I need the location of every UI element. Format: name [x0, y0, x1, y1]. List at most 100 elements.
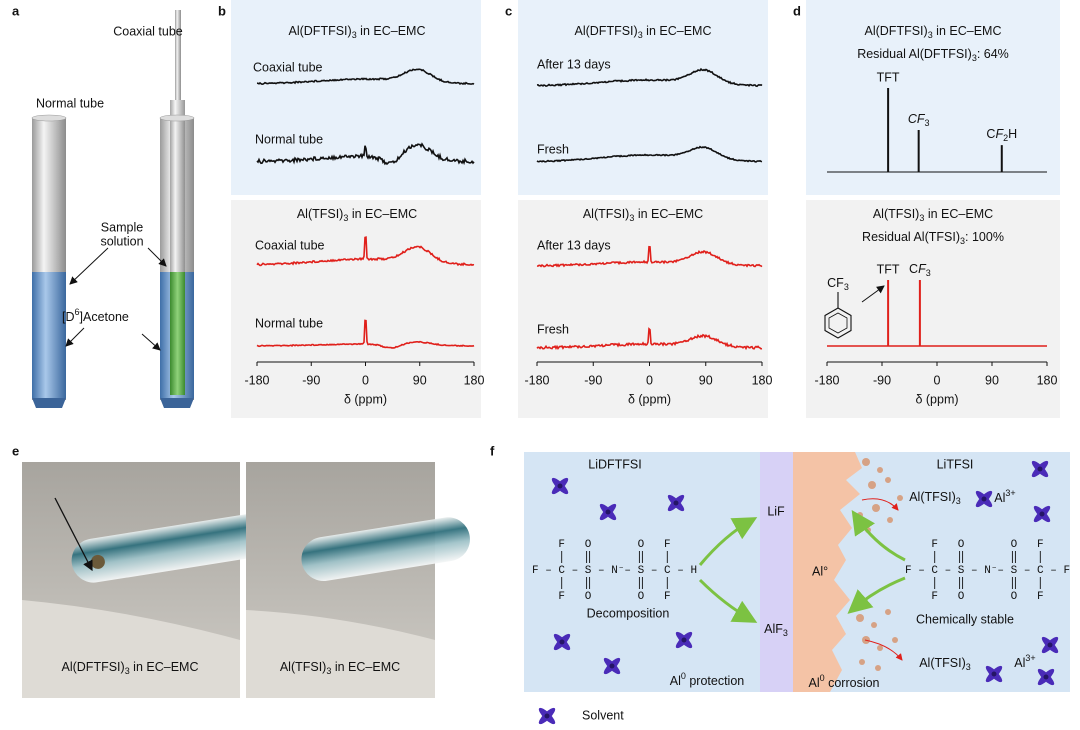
text-part: C — [909, 262, 918, 276]
solvent-icon — [975, 490, 993, 508]
core — [1039, 511, 1045, 517]
spectrum — [256, 68, 475, 86]
trace-label: Normal tube — [255, 132, 323, 146]
text-part: 3 — [352, 30, 357, 40]
label: Al° — [812, 564, 828, 578]
text-part: CF — [827, 276, 844, 290]
label: Al0 corrosion — [808, 673, 879, 690]
text-part: 3 — [783, 628, 788, 638]
text-part: [D — [62, 310, 75, 324]
x-tick-label: 90 — [985, 373, 999, 387]
panel-bg — [518, 0, 768, 195]
solvent-icon — [667, 494, 685, 512]
molecule-row: F – C – S – N⁻– S – C – F — [905, 565, 1070, 577]
x-tick-label: 180 — [752, 373, 773, 387]
arrow — [147, 247, 167, 267]
molecule-row: F O O F — [532, 539, 671, 551]
panel-label: f — [490, 443, 495, 458]
core — [681, 637, 687, 643]
core — [1037, 466, 1043, 472]
particle — [862, 458, 870, 466]
trace-label: Normal tube — [255, 316, 323, 330]
text-part: 3+ — [1025, 653, 1035, 663]
panel-title: Al(TFSI)3 in EC–EMC — [297, 207, 417, 223]
text-part: 3 — [972, 53, 977, 63]
core — [609, 663, 615, 669]
text-part: in EC–EMC — [130, 660, 199, 674]
trace-label: Fresh — [537, 322, 569, 336]
label: [D6]Acetone — [62, 307, 129, 324]
text-part: 0 — [820, 673, 825, 683]
photo — [246, 462, 470, 698]
text-part: Al(DFTFSI) — [62, 660, 125, 674]
solvents — [538, 460, 1059, 725]
text-part: corrosion — [825, 676, 880, 690]
text-part: Al(TFSI) — [583, 207, 630, 221]
text-part: in EC–EMC — [634, 207, 703, 221]
peak-label: CF3 — [909, 262, 931, 278]
label: Decomposition — [587, 606, 670, 620]
molecule-row: F O O F — [905, 591, 1044, 603]
text-part: in EC–EMC — [643, 24, 712, 38]
molecule-row: F O O F — [905, 539, 1044, 551]
text-part: ]Acetone — [80, 310, 129, 324]
text-part: Residual Al(TFSI) — [862, 230, 960, 244]
trace-label: Coaxial tube — [253, 60, 323, 74]
label: LiTFSI — [937, 457, 974, 471]
text-part: F — [917, 112, 926, 126]
text-part: 3 — [326, 666, 331, 676]
text-part: AlF — [764, 622, 783, 636]
text-part: Al — [670, 674, 681, 688]
panel-title: Al(TFSI)3 in EC–EMC — [583, 207, 703, 223]
trace-label: Coaxial tube — [255, 238, 325, 252]
caption: Al(DFTFSI)3 in EC–EMC — [62, 660, 199, 676]
arrow — [65, 327, 85, 347]
text-part: Al(DFTFSI) — [575, 24, 638, 38]
x-tick-label: 0 — [934, 373, 941, 387]
tube-normal — [31, 114, 67, 408]
text-part: H — [1008, 127, 1017, 141]
core — [981, 496, 987, 502]
panel-title: Al(TFSI)3 in EC–EMC — [873, 207, 993, 223]
solvent-icon — [551, 477, 569, 495]
trace-label: After 13 days — [537, 238, 611, 252]
text-part: F — [918, 262, 927, 276]
spectrum — [536, 67, 763, 88]
label: LiF — [767, 504, 785, 518]
label: Al3+ — [994, 488, 1015, 505]
arrows — [698, 510, 906, 623]
text-part: 3+ — [1005, 488, 1015, 498]
x-tick-label: 180 — [1037, 373, 1058, 387]
text-part: Al(TFSI) — [280, 660, 327, 674]
label: Normal tube — [36, 96, 104, 110]
spectrum — [536, 327, 763, 351]
panel-label: d — [793, 3, 801, 18]
x-axis-label: δ (ppm) — [628, 392, 671, 406]
arrow — [69, 247, 109, 285]
text-part: 3 — [960, 236, 965, 246]
peak-label: TFT — [877, 262, 900, 276]
panel-title: Al(DFTFSI)3 in EC–EMC — [865, 24, 1002, 40]
text-part: 3 — [924, 118, 929, 128]
label: LiDFTFSI — [588, 457, 641, 471]
arrow — [141, 333, 161, 351]
text-part: Al(TFSI) — [297, 207, 344, 221]
core — [544, 713, 550, 719]
x-tick-label: 0 — [646, 373, 653, 387]
text-part: Al(TFSI) — [873, 207, 920, 221]
particle — [871, 622, 877, 628]
text-part: 3 — [928, 30, 933, 40]
panel-bg — [806, 0, 1060, 195]
text-part: Al — [1014, 656, 1025, 670]
panel-bg — [806, 200, 1060, 418]
text-part: protection — [686, 674, 744, 688]
spectrum — [256, 142, 475, 166]
text-part: 3 — [844, 282, 849, 292]
panel-subtitle: Residual Al(DFTFSI)3: 64% — [857, 47, 1009, 63]
text-part: Al(TFSI) — [909, 490, 956, 504]
particle — [885, 477, 891, 483]
text-part: 2 — [1003, 133, 1008, 143]
panel-label: b — [218, 3, 226, 18]
